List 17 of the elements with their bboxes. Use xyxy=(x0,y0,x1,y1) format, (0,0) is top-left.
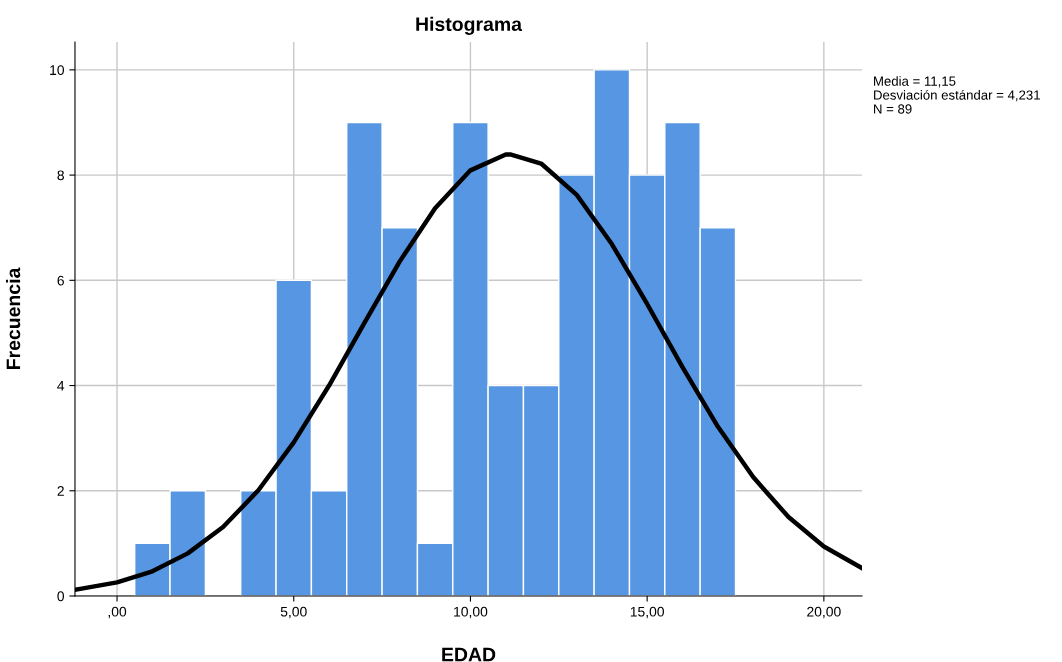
y-axis-title: Frecuencia xyxy=(5,267,21,370)
x-tick-label: 5,00 xyxy=(280,606,307,619)
y-tick-label: 2 xyxy=(57,486,64,496)
text: Media = 11,15 xyxy=(874,76,956,88)
x-tick-label: 15,00 xyxy=(630,606,664,619)
x-tick-label: ,00 xyxy=(108,606,127,619)
text: Desviación estándar = 4,231 xyxy=(874,89,1040,102)
x-tick-label: 20,00 xyxy=(807,606,841,619)
text: N = 89 xyxy=(874,104,912,114)
y-tick-label: 4 xyxy=(57,381,65,391)
x-tick-label: 10,00 xyxy=(454,606,488,619)
x-axis-title: EDAD xyxy=(442,647,496,662)
y-tick-label: 10 xyxy=(50,65,65,76)
chart-title: Histograma xyxy=(416,16,523,35)
y-tick-label: 8 xyxy=(57,170,64,181)
y-tick-label: 0 xyxy=(57,591,65,602)
y-tick-label: 6 xyxy=(57,275,64,286)
